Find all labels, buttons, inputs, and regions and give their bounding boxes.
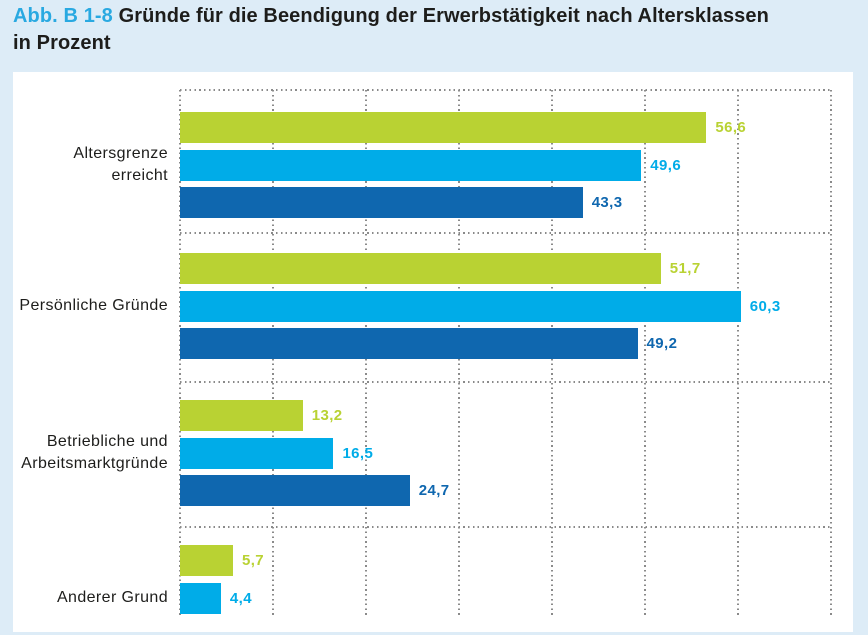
bar-value-label: 43,3 <box>591 194 623 211</box>
bar-light-blue <box>180 582 221 614</box>
bar-value-label: 51,7 <box>669 260 701 277</box>
group-separator-line <box>180 381 831 383</box>
figure-title-text: Gründe für die Beendigung der Erwerbstät… <box>118 5 769 27</box>
bar-green <box>180 400 303 431</box>
bar-green <box>180 112 707 143</box>
gridline-vertical <box>644 90 646 618</box>
figure-subtitle: in Prozent <box>13 32 111 54</box>
bar-value-label: 49,6 <box>650 156 682 174</box>
figure-title: Abb. B 1-8 Gründe für die Beendigung der… <box>13 3 861 57</box>
category-label: Altersgrenze erreicht <box>73 144 168 184</box>
bar-light-blue <box>180 290 741 322</box>
figure-title-line1: Abb. B 1-8 Gründe für die Beendigung der… <box>13 3 861 30</box>
bar-light-blue <box>180 437 334 469</box>
bar-value-label: 49,2 <box>646 335 678 352</box>
figure-number-label: Abb. B 1-8 <box>13 5 113 27</box>
category-label: Betriebliche und Arbeitsmarktgründe <box>21 432 168 472</box>
bar-value-label: 13,2 <box>311 407 343 424</box>
bar-value-label: 4,4 <box>229 589 252 607</box>
group-separator-line <box>180 526 831 528</box>
bar-green <box>180 253 661 284</box>
category-label: Persönliche Gründe <box>19 296 168 314</box>
bar-value-label: 24,7 <box>418 482 450 499</box>
category-label: Anderer Grund <box>56 588 168 606</box>
gridline-vertical <box>737 90 739 618</box>
bar-value-label: 56,6 <box>715 119 747 136</box>
group-separator-line <box>180 89 831 91</box>
bar-dark-blue <box>180 475 410 506</box>
bar-dark-blue <box>180 187 583 218</box>
bar-green <box>180 545 233 576</box>
bar-chart: Altersgrenze erreicht 56,6 49,6 43,3 Persönl… <box>19 89 832 618</box>
group-separator-line <box>180 232 831 234</box>
bar-value-label: 16,5 <box>342 444 374 462</box>
bar-dark-blue <box>180 328 638 359</box>
gridline-vertical <box>830 90 832 618</box>
bar-light-blue <box>180 149 642 181</box>
bar-value-label: 60,3 <box>749 297 781 315</box>
bar-value-label: 5,7 <box>242 552 265 569</box>
